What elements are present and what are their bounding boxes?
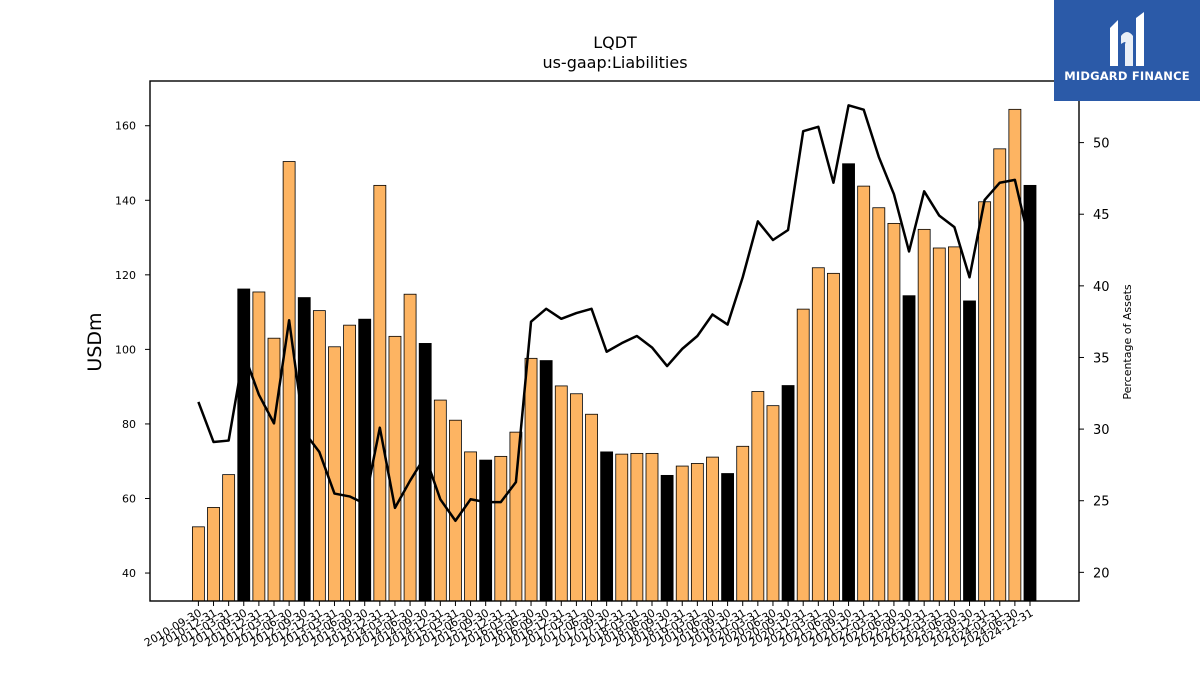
y2-axis-ticks: 20 25 30 35 40 45 50 xyxy=(1079,137,1110,581)
y2-tick-label: 35 xyxy=(1093,351,1110,366)
bar xyxy=(736,445,750,602)
bar xyxy=(570,393,583,602)
bar xyxy=(811,267,825,602)
bar xyxy=(796,308,810,602)
bar xyxy=(539,360,553,602)
bar xyxy=(297,297,311,602)
bar xyxy=(312,310,326,602)
y-axis-ticks: 40 60 80 100 120 140 160 xyxy=(115,120,150,580)
y2-tick-label: 30 xyxy=(1093,423,1110,438)
y-tick-label: 120 xyxy=(115,269,136,282)
bar xyxy=(388,335,402,602)
y-tick-label: 140 xyxy=(115,194,136,207)
bar xyxy=(191,526,205,602)
chart-subtitle: us-gaap:Liabilities xyxy=(542,53,687,72)
bar xyxy=(630,452,644,602)
x-axis-ticks: 2010-09-302010-12-312011-03-312011-09-30… xyxy=(142,601,1036,650)
y2-tick-label: 50 xyxy=(1093,137,1110,152)
bars-group xyxy=(191,108,1037,602)
bar xyxy=(872,207,886,602)
bar xyxy=(237,288,251,602)
bar xyxy=(403,293,417,602)
bar xyxy=(494,455,508,602)
bar xyxy=(464,451,477,602)
bar xyxy=(449,419,462,602)
bar xyxy=(524,357,538,602)
y2-tick-label: 25 xyxy=(1093,495,1110,510)
bar xyxy=(706,456,719,602)
bar xyxy=(645,452,659,602)
bar xyxy=(751,391,765,602)
bar xyxy=(328,346,341,602)
bar xyxy=(917,228,931,602)
bar xyxy=(1023,184,1037,602)
bar xyxy=(222,474,236,602)
bar xyxy=(207,507,220,602)
bar xyxy=(978,201,992,602)
bar xyxy=(585,413,598,602)
bar xyxy=(690,463,704,602)
logo-badge: MIDGARD FINANCE xyxy=(1054,0,1200,101)
y2-axis-label: Percentage of Assets xyxy=(1121,284,1134,400)
bar xyxy=(660,474,674,602)
bar xyxy=(343,324,357,602)
percentage-line xyxy=(197,104,1032,523)
bar xyxy=(509,431,523,602)
bar xyxy=(993,148,1007,602)
y-tick-label: 60 xyxy=(122,492,136,505)
bar xyxy=(842,163,855,602)
bar xyxy=(675,465,689,602)
bar xyxy=(948,246,961,602)
y-tick-label: 80 xyxy=(122,418,136,431)
logo-mark-icon xyxy=(1110,12,1144,66)
bar xyxy=(479,459,493,602)
bar xyxy=(766,405,780,602)
y2-tick-label: 40 xyxy=(1093,280,1110,295)
y-tick-label: 40 xyxy=(122,567,136,580)
bar xyxy=(554,385,568,602)
logo-text: MIDGARD FINANCE xyxy=(1064,69,1190,83)
y-tick-label: 100 xyxy=(115,343,136,356)
bar xyxy=(932,247,946,602)
bar xyxy=(827,272,840,602)
bar xyxy=(358,318,372,602)
bar xyxy=(615,453,629,602)
bar xyxy=(252,291,266,602)
y-axis-label: USDm xyxy=(84,312,106,371)
bar xyxy=(963,300,976,602)
bar xyxy=(373,184,387,602)
y2-tick-label: 20 xyxy=(1093,566,1110,581)
bar xyxy=(418,343,432,602)
bar xyxy=(282,161,296,602)
bar xyxy=(781,385,795,602)
plot-frame xyxy=(149,80,1080,602)
chart-title: LQDT xyxy=(593,33,637,52)
bar xyxy=(267,337,281,602)
y2-tick-label: 45 xyxy=(1093,208,1110,223)
y-tick-label: 160 xyxy=(115,120,136,133)
bar xyxy=(887,222,901,602)
bar xyxy=(600,451,614,602)
bar xyxy=(721,473,734,602)
bar xyxy=(902,295,916,602)
bar xyxy=(857,185,871,602)
